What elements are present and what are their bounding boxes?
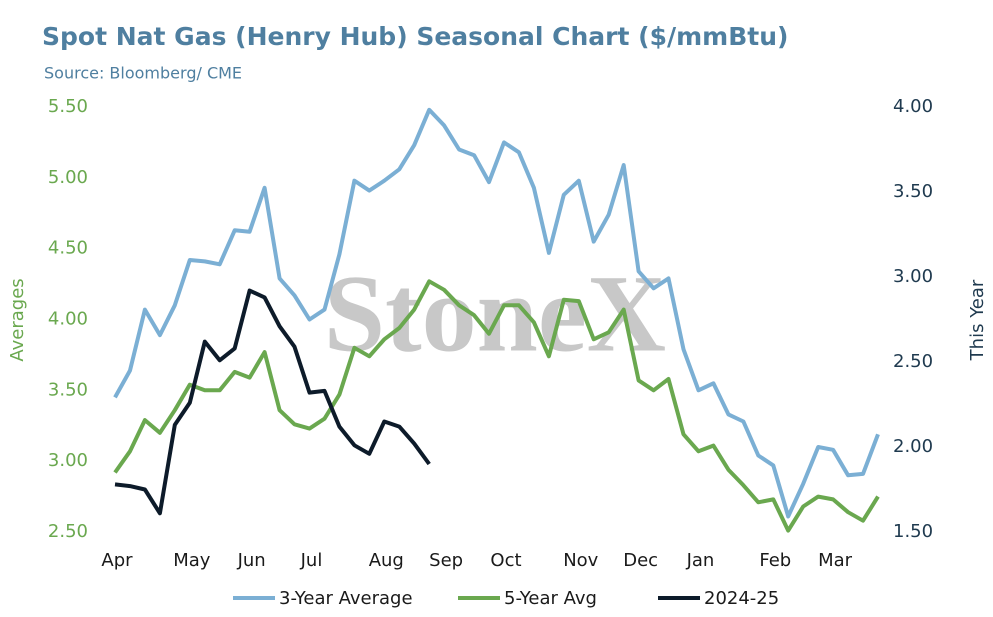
x-tick-label: Aug (369, 550, 404, 571)
y-tick-label: 5.00 (48, 167, 88, 188)
x-tick-label: Mar (818, 550, 853, 571)
y2-tick-label: 2.50 (893, 351, 933, 372)
x-tick-label: Oct (490, 550, 521, 571)
legend-label: 3-Year Average (279, 588, 413, 609)
x-tick-label: Jun (237, 550, 266, 571)
x-tick-label: Sep (429, 550, 463, 571)
y-tick-label: 4.00 (48, 309, 88, 330)
y2-tick-label: 2.00 (893, 436, 933, 457)
y2-tick-label: 3.00 (893, 266, 933, 287)
y2-tick-label: 4.00 (893, 96, 933, 117)
y-tick-label: 4.50 (48, 238, 88, 259)
x-tick-label: Jul (300, 550, 323, 571)
x-tick-label: Nov (563, 550, 598, 571)
y-tick-label: 3.50 (48, 379, 88, 400)
x-tick-label: May (173, 550, 211, 571)
y2-tick-label: 1.50 (893, 521, 933, 542)
y-axis-label: Averages (7, 278, 28, 361)
chart-title: Spot Nat Gas (Henry Hub) Seasonal Chart … (42, 22, 788, 51)
series-line (113, 279, 880, 533)
series-line (113, 107, 880, 519)
y2-tick-label: 3.50 (893, 181, 933, 202)
series-line (114, 288, 431, 516)
y-tick-label: 5.50 (48, 96, 88, 117)
x-tick-label: Apr (101, 550, 133, 571)
y-tick-label: 2.50 (48, 521, 88, 542)
y2-axis-label: This Year (967, 279, 988, 361)
x-tick-label: Jan (686, 550, 715, 571)
y-tick-label: 3.00 (48, 450, 88, 471)
legend-label: 2024-25 (704, 588, 779, 609)
chart-subtitle: Source: Bloomberg/ CME (44, 64, 242, 83)
x-tick-label: Feb (759, 550, 791, 571)
x-tick-label: Dec (623, 550, 658, 571)
legend-label: 5-Year Avg (504, 588, 597, 609)
watermark: StoneX (324, 252, 666, 374)
